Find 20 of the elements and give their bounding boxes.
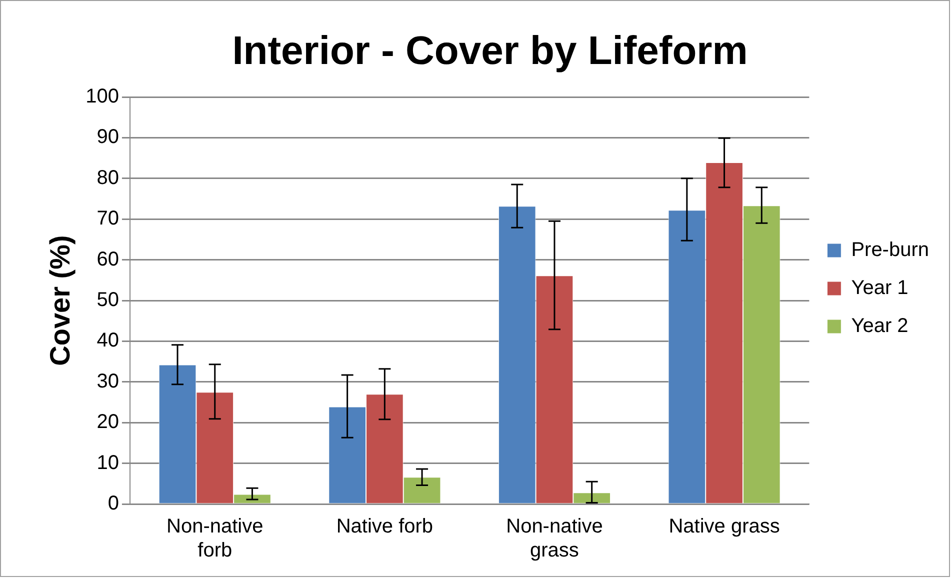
legend-label: Year 1: [851, 277, 908, 300]
y-tick-label: 60: [96, 248, 119, 270]
legend-label: Pre-burn: [851, 239, 929, 262]
y-tick-label: 40: [96, 330, 119, 352]
x-tick-label: Native forb: [336, 516, 434, 538]
y-tick-label: 70: [96, 208, 119, 230]
y-tick-label: 0: [108, 492, 119, 515]
y-tick-label: 50: [96, 289, 119, 312]
y-tick-label: 80: [96, 166, 119, 189]
x-tick-label: Non-native grass: [506, 516, 603, 562]
legend-label: Year 2: [851, 315, 908, 338]
y-tick-label: 20: [96, 411, 119, 434]
y-tick-label: 30: [96, 370, 119, 392]
chart-title: Interior - Cover by Lifeform: [232, 29, 748, 74]
y-tick-label: 100: [86, 86, 119, 108]
x-tick-label: Native grass: [668, 516, 780, 538]
y-tick-label: 90: [96, 126, 119, 148]
y-axis-title: Cover (%): [44, 235, 76, 366]
y-tick-label: 10: [96, 452, 119, 474]
x-tick-label: Non-native forb: [166, 516, 264, 562]
